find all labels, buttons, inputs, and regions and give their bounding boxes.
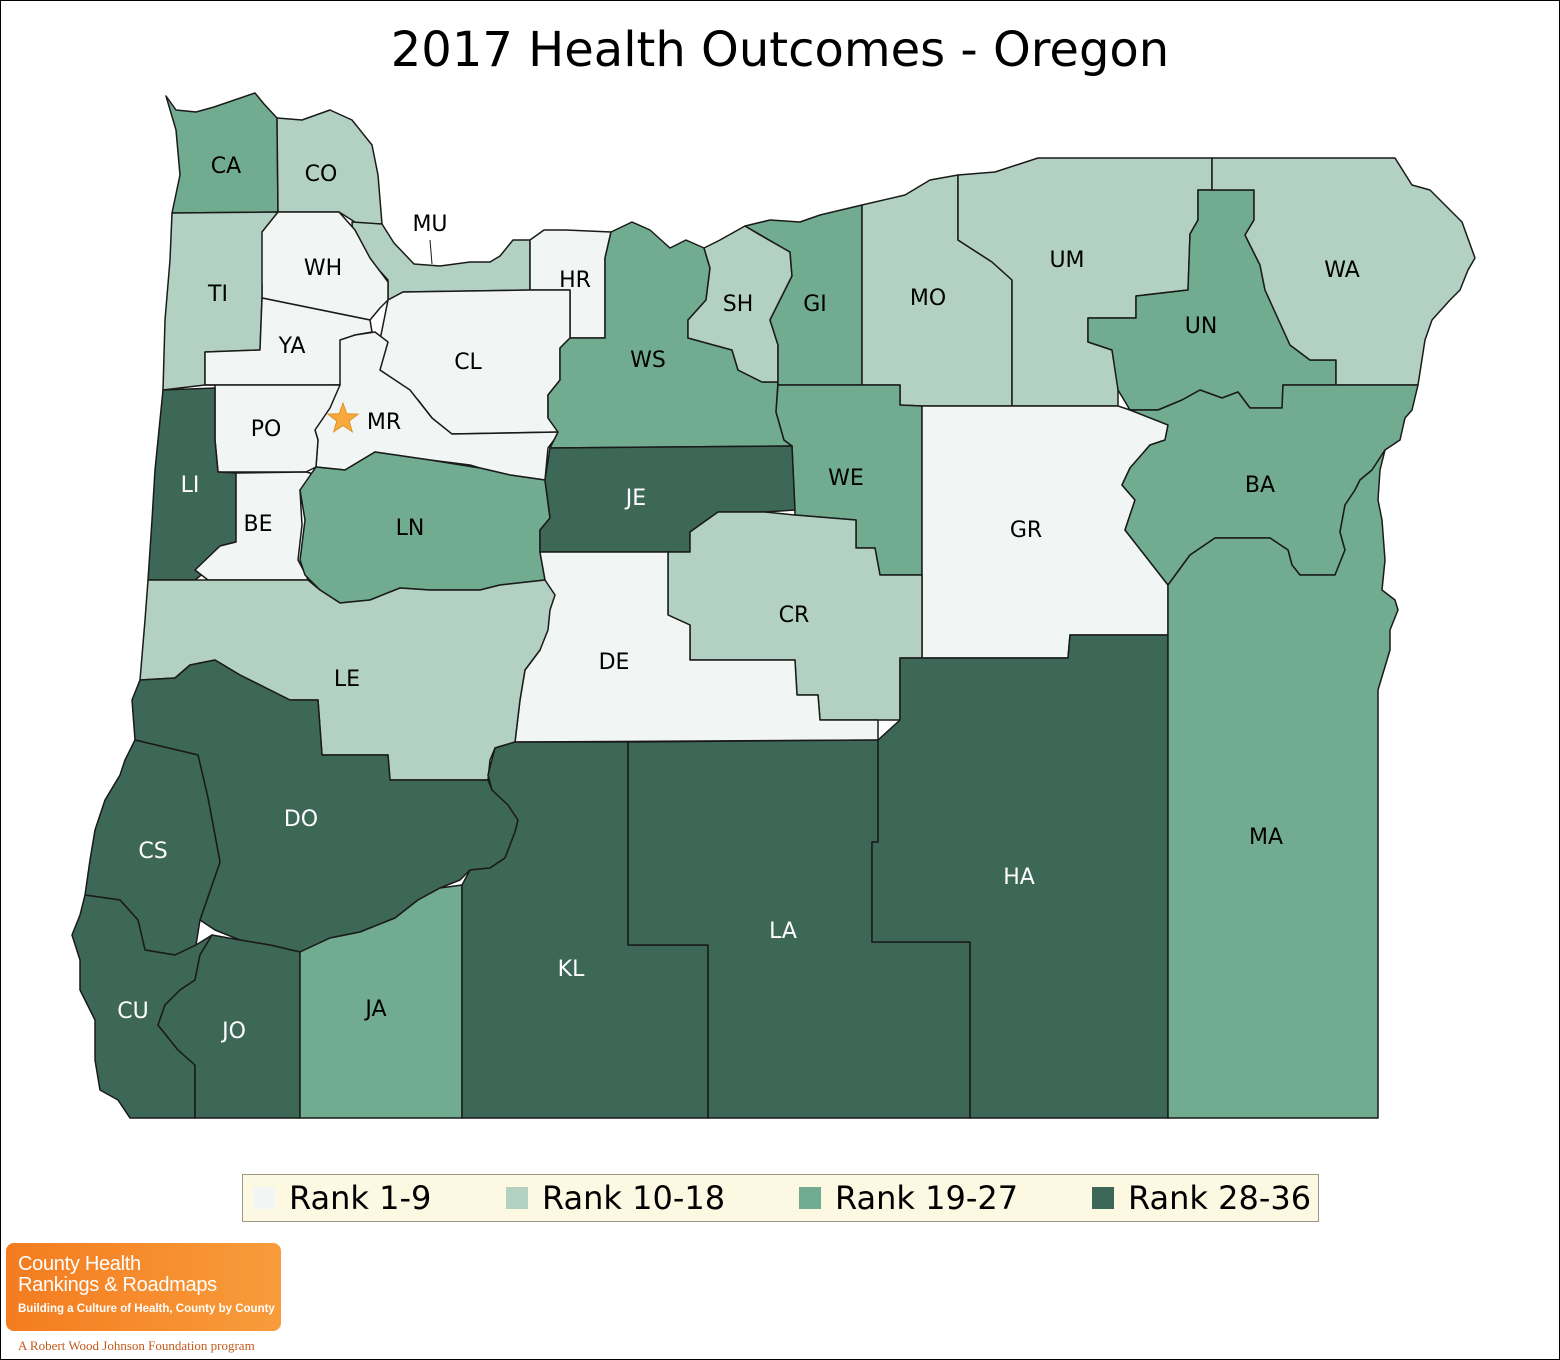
county-label-kl: KL xyxy=(558,957,585,982)
logo-subtitle: A Robert Wood Johnson Foundation program xyxy=(18,1338,255,1353)
county-label-po: PO xyxy=(251,417,282,442)
star-icon xyxy=(326,401,360,433)
legend-item-rank-28-36: Rank 28-36 xyxy=(1092,1175,1311,1221)
county-label-un: UN xyxy=(1185,314,1218,339)
legend-label: Rank 1-9 xyxy=(289,1179,432,1217)
county-label-gr: GR xyxy=(1010,518,1042,543)
legend-label: Rank 10-18 xyxy=(542,1179,726,1217)
county-label-hr: HR xyxy=(559,268,591,293)
county-label-jo: JO xyxy=(220,1019,246,1044)
logo-tagline: Building a Culture of Health, County by … xyxy=(18,1303,275,1315)
county-label-la: LA xyxy=(769,919,797,944)
county-label-ln: LN xyxy=(396,516,425,541)
logo-line-1: County Health xyxy=(18,1253,141,1275)
county-label-je: JE xyxy=(624,486,646,511)
county-label-cl: CL xyxy=(454,350,482,375)
county-ln[interactable] xyxy=(299,451,551,604)
county-health-rankings-logo[interactable]: County Health Rankings & Roadmaps Buildi… xyxy=(6,1243,281,1331)
county-jo[interactable] xyxy=(157,934,301,1119)
county-label-be: BE xyxy=(244,512,273,537)
county-label-mo: MO xyxy=(910,286,946,311)
county-label-do: DO xyxy=(284,807,318,832)
county-label-ma: MA xyxy=(1249,825,1283,850)
county-label-ba: BA xyxy=(1245,473,1275,498)
county-ca[interactable] xyxy=(165,92,279,214)
county-label-ca: CA xyxy=(211,154,241,179)
county-label-ti: TI xyxy=(207,282,228,307)
mu-leader-line xyxy=(429,239,433,265)
county-label-wh: WH xyxy=(304,256,342,281)
legend-swatch xyxy=(799,1187,821,1209)
county-label-li: LI xyxy=(181,473,200,498)
county-label-gi: GI xyxy=(803,292,827,317)
county-ma[interactable] xyxy=(1167,449,1399,1119)
county-label-ws: WS xyxy=(630,348,666,373)
county-label-de: DE xyxy=(599,650,630,675)
county-label-sh: SH xyxy=(723,292,754,317)
county-label-um: UM xyxy=(1049,248,1084,273)
county-label-cu: CU xyxy=(117,999,148,1024)
logo-line-2: Rankings & Roadmaps xyxy=(18,1274,217,1296)
county-label-ha: HA xyxy=(1003,865,1035,890)
county-label-we: WE xyxy=(828,466,864,491)
legend-swatch xyxy=(506,1187,528,1209)
legend-item-rank-1-9: Rank 1-9 xyxy=(253,1175,431,1221)
county-label-cs: CS xyxy=(138,839,167,864)
legend-swatch xyxy=(1092,1187,1114,1209)
legend-label: Rank 19-27 xyxy=(835,1179,1019,1217)
county-label-ja: JA xyxy=(363,997,386,1022)
map-title: 2017 Health Outcomes - Oregon xyxy=(390,22,1170,78)
county-label-mr: MR xyxy=(367,410,401,435)
county-label-wa: WA xyxy=(1324,258,1360,283)
county-label-co: CO xyxy=(305,162,338,187)
legend: Rank 1-9 Rank 10-18 Rank 19-27 Rank 28-3… xyxy=(242,1174,1319,1222)
legend-label: Rank 28-36 xyxy=(1128,1179,1312,1217)
county-label-le: LE xyxy=(334,667,360,692)
legend-swatch xyxy=(253,1187,275,1209)
county-ja[interactable] xyxy=(299,884,463,1119)
county-label-mu: MU xyxy=(412,212,447,237)
county-label-cr: CR xyxy=(779,603,810,628)
county-label-ya: YA xyxy=(278,334,306,359)
legend-item-rank-19-27: Rank 19-27 xyxy=(799,1175,1018,1221)
legend-item-rank-10-18: Rank 10-18 xyxy=(506,1175,725,1221)
